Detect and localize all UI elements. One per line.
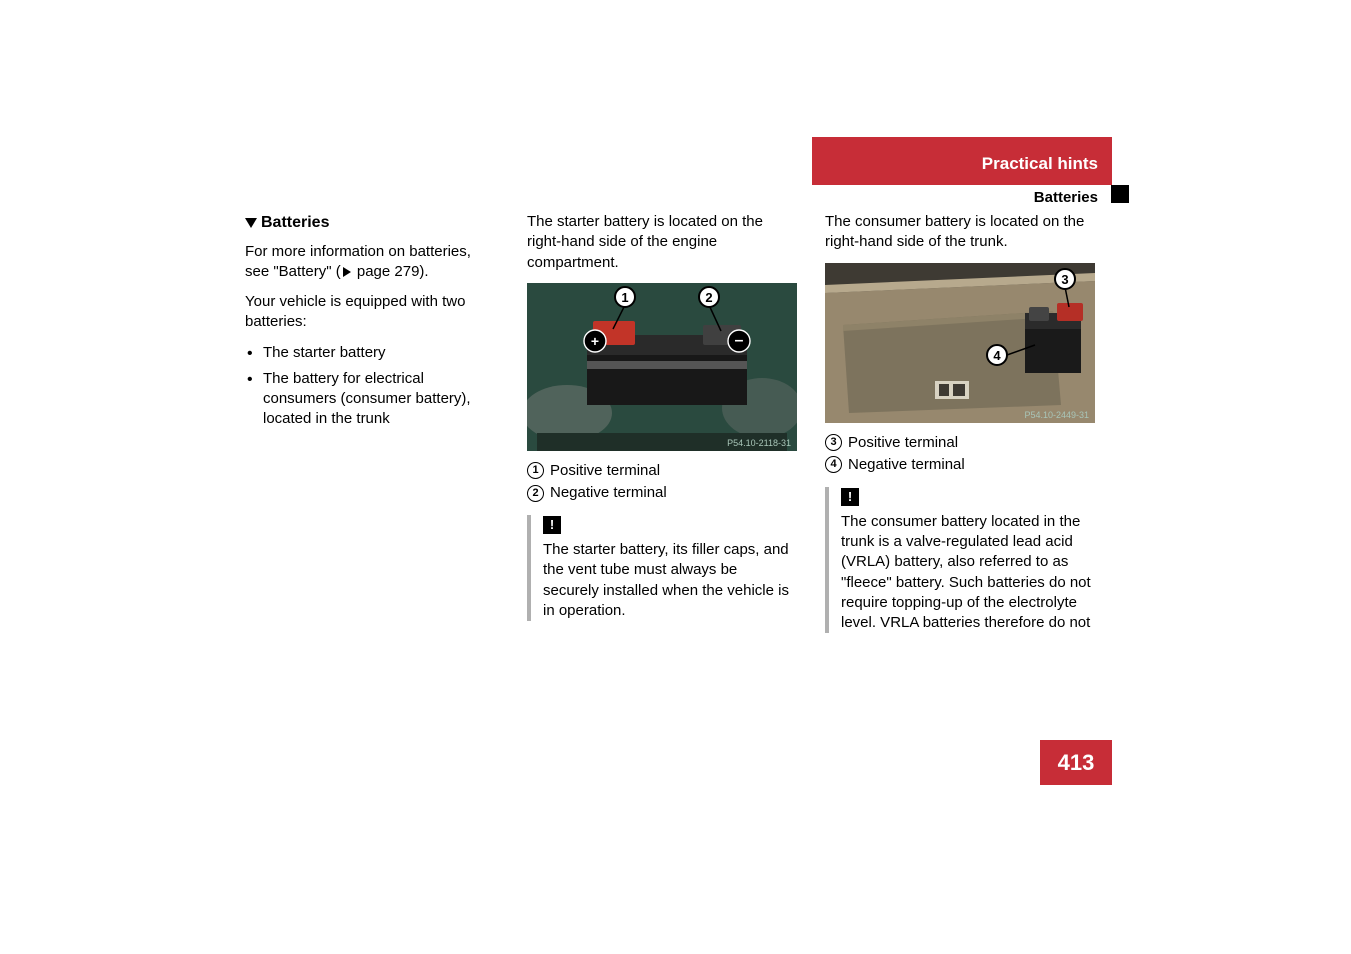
column-2: The starter battery is located on the ri… — [527, 212, 797, 633]
list-item: The battery for electrical consumers (co… — [245, 369, 499, 430]
callout-number: 2 — [527, 485, 544, 502]
column-3: The consumer battery is located on the r… — [825, 212, 1095, 633]
starter-battery-diagram: + – 1 2 P54.10-2118-31 — [527, 283, 797, 451]
intro-para-1: For more information on batteries, see "… — [245, 242, 499, 283]
starter-battery-svg: + – 1 2 P54.10-2118-31 — [527, 283, 797, 451]
note-box-col3: ! The consumer battery located in the tr… — [825, 487, 1095, 633]
callout-list-col3: 3 Positive terminal 4 Negative terminal — [825, 433, 1095, 476]
svg-text:P54.10-2449-31: P54.10-2449-31 — [1024, 410, 1089, 420]
consumer-battery-diagram: 3 4 P54.10-2449-31 — [825, 263, 1095, 423]
callout-row: 2 Negative terminal — [527, 483, 797, 503]
intro-page-ref: page 279). — [353, 263, 429, 280]
list-item: The starter battery — [245, 343, 499, 363]
page-ref-icon — [343, 267, 351, 277]
column-1: Batteries For more information on batter… — [245, 212, 499, 633]
svg-text:P54.10-2118-31: P54.10-2118-31 — [727, 438, 791, 448]
intro-para-2: Your vehicle is equipped with two batter… — [245, 292, 499, 333]
header-sub: Batteries — [812, 185, 1112, 210]
svg-text:3: 3 — [1061, 272, 1068, 287]
callout-row: 4 Negative terminal — [825, 455, 1095, 475]
svg-text:–: – — [735, 332, 744, 349]
consumer-battery-svg: 3 4 P54.10-2449-31 — [825, 263, 1095, 423]
triangle-down-icon — [245, 218, 257, 228]
callout-text: Positive terminal — [848, 433, 958, 453]
svg-text:+: + — [591, 333, 599, 349]
col2-lead: The starter battery is located on the ri… — [527, 212, 797, 273]
page-header: Practical hints Batteries — [812, 137, 1112, 210]
note-text: The consumer battery located in the trun… — [841, 512, 1095, 634]
callout-row: 1 Positive terminal — [527, 461, 797, 481]
callout-number: 1 — [527, 462, 544, 479]
warning-icon: ! — [841, 488, 859, 506]
svg-text:1: 1 — [621, 290, 628, 305]
section-title: Batteries — [245, 212, 499, 234]
svg-text:2: 2 — [705, 290, 712, 305]
note-box-col2: ! The starter battery, its filler caps, … — [527, 515, 797, 621]
svg-text:4: 4 — [993, 348, 1001, 363]
callout-text: Negative terminal — [550, 483, 667, 503]
note-text: The starter battery, its filler caps, an… — [543, 540, 797, 621]
callout-text: Positive terminal — [550, 461, 660, 481]
callout-text: Negative terminal — [848, 455, 965, 475]
warning-icon: ! — [543, 516, 561, 534]
col3-lead: The consumer battery is located on the r… — [825, 212, 1095, 253]
header-main: Practical hints — [812, 137, 1112, 185]
content-area: Batteries For more information on batter… — [245, 212, 1095, 633]
callout-row: 3 Positive terminal — [825, 433, 1095, 453]
callout-list-col2: 1 Positive terminal 2 Negative terminal — [527, 461, 797, 504]
bullet-list: The starter battery The battery for elec… — [245, 343, 499, 430]
callout-number: 4 — [825, 456, 842, 473]
page-number: 413 — [1040, 740, 1112, 785]
thumb-tab — [1111, 185, 1129, 203]
callout-number: 3 — [825, 434, 842, 451]
section-title-text: Batteries — [261, 214, 329, 231]
